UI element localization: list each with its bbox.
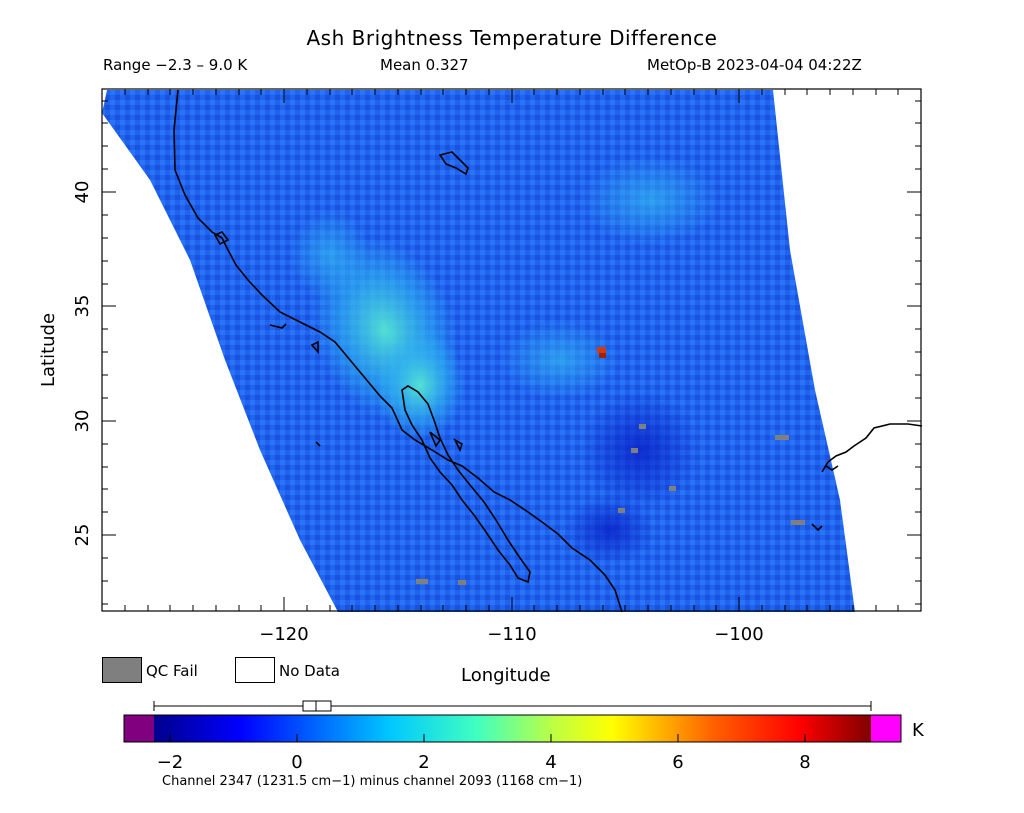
y-tick-label: 35 (72, 295, 93, 318)
channel-caption: Channel 2347 (1231.5 cm−1) minus channel… (162, 774, 583, 789)
colorbar-under (124, 715, 154, 742)
qc-fail-label: QC Fail (146, 662, 198, 680)
satellite-time-label: MetOp-B 2023-04-04 04:22Z (647, 56, 862, 74)
map-title: Ash Brightness Temperature Difference (306, 26, 718, 50)
range-label: Range −2.3 – 9.0 K (103, 56, 248, 74)
qc-fail-pixels (416, 424, 805, 585)
no-data-swatch (235, 657, 275, 683)
swath-data (102, 90, 855, 612)
coastlines (173, 89, 923, 613)
x-tick-label: −120 (259, 624, 308, 645)
mean-label: Mean 0.327 (380, 56, 469, 74)
colorbar-tick-label: 2 (418, 752, 429, 773)
colorbar-tick-label: 6 (672, 752, 683, 773)
qc-fail-swatch (102, 657, 142, 683)
x-tick-label: −100 (714, 624, 763, 645)
colorbar-over (871, 715, 901, 742)
y-tick-label: 40 (72, 181, 93, 204)
x-axis-label: Longitude (461, 665, 551, 686)
colorbar-unit: K (912, 720, 924, 741)
y-axis-label: Latitude (38, 313, 59, 387)
x-ticks (124, 89, 899, 611)
range-box-indicator (153, 700, 872, 712)
x-tick-label: −110 (487, 624, 536, 645)
colorbar-ticks (169, 734, 806, 742)
colorbar (154, 715, 871, 742)
colorbar-tick-label: 0 (291, 752, 302, 773)
colorbar-tick-label: 8 (799, 752, 810, 773)
y-ticks (102, 100, 921, 605)
colorbar-tick-label: −2 (157, 752, 184, 773)
hotspot-pixel (597, 347, 606, 353)
y-tick-label: 30 (72, 410, 93, 433)
no-data-label: No Data (279, 662, 340, 680)
y-tick-label: 25 (72, 524, 93, 547)
colorbar-tick-label: 4 (545, 752, 556, 773)
